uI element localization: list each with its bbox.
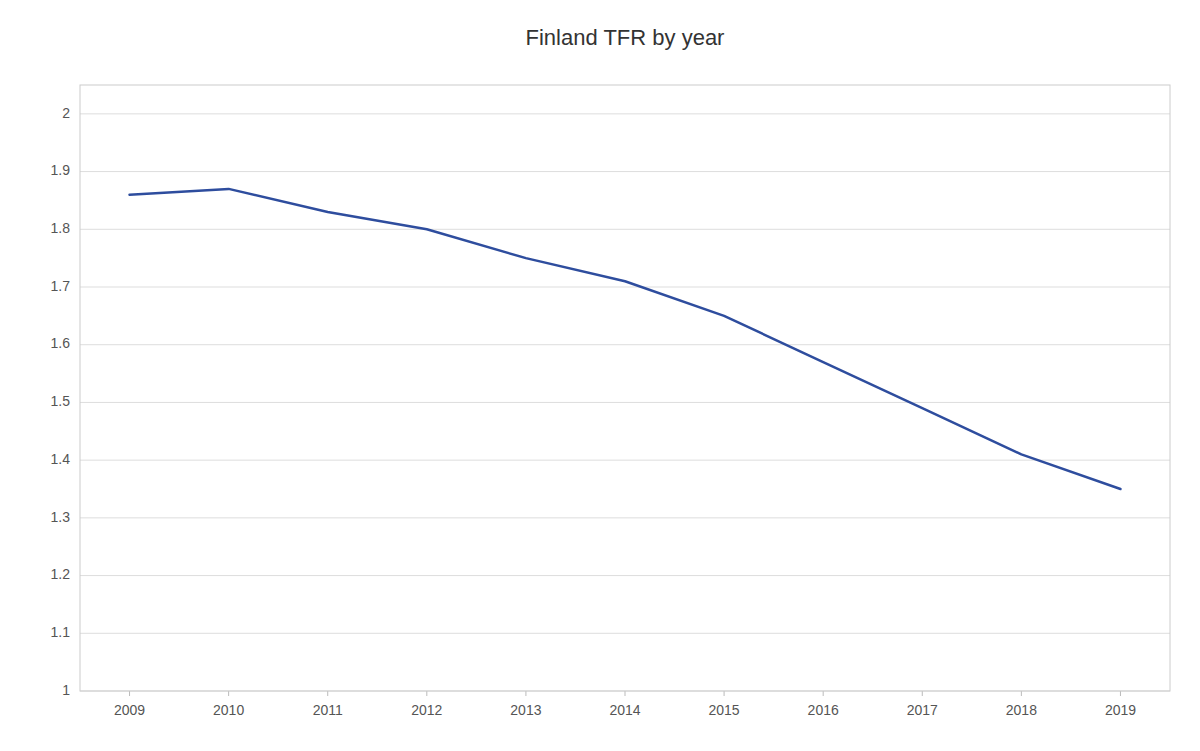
grid-line xyxy=(80,229,1170,230)
grid-line xyxy=(80,113,1170,114)
x-tick xyxy=(1120,691,1121,696)
y-tick-label: 1.3 xyxy=(51,509,71,525)
x-tick-label: 2016 xyxy=(808,702,839,718)
x-tick xyxy=(922,691,923,696)
x-tick-label: 2011 xyxy=(313,702,343,718)
x-tick xyxy=(724,691,725,696)
x-tick-label: 2015 xyxy=(709,702,740,718)
chart-container: Finland TFR by year 1 1.1 1.2 1.3 1.4 1.5 1.6 1.… xyxy=(0,0,1200,751)
x-tick xyxy=(327,691,328,696)
x-tick-label: 2014 xyxy=(609,702,640,718)
x-tick xyxy=(228,691,229,696)
grid-line xyxy=(80,402,1170,403)
y-tick-label: 1.1 xyxy=(51,624,71,640)
y-tick-label: 1.9 xyxy=(51,162,71,178)
x-tick xyxy=(426,691,427,696)
line xyxy=(130,189,1121,489)
grid xyxy=(80,114,1170,691)
grid-line xyxy=(80,633,1170,634)
y-tick-label: 1.4 xyxy=(51,451,71,467)
x-tick-label: 2017 xyxy=(907,702,938,718)
grid-line xyxy=(80,344,1170,345)
y-tick-label: 1.7 xyxy=(51,278,71,294)
y-tick-label: 1.5 xyxy=(51,393,71,409)
y-tick-label: 1.2 xyxy=(51,566,71,582)
title: Finland TFR by year xyxy=(526,25,725,50)
x-tick-label: 2018 xyxy=(1006,702,1037,718)
x-tick xyxy=(525,691,526,696)
y-tick-label: 1.8 xyxy=(51,220,71,236)
grid-line xyxy=(80,460,1170,461)
x-tick xyxy=(625,691,626,696)
y-tick-label: 1.6 xyxy=(51,335,71,351)
x-tick-label: 2013 xyxy=(510,702,541,718)
chart-svg: Finland TFR by year 1 1.1 1.2 1.3 1.4 1.5 1.6 1.… xyxy=(0,0,1200,751)
grid-line xyxy=(80,287,1170,288)
plot-frame xyxy=(80,85,1170,691)
x-tick xyxy=(1021,691,1022,696)
grid-line xyxy=(80,575,1170,576)
y-tick-label: 2 xyxy=(62,105,70,121)
x-tick-label: 2010 xyxy=(213,702,244,718)
x-tick-label: 2009 xyxy=(114,702,145,718)
series-group xyxy=(130,189,1121,489)
x-tick-label: 2012 xyxy=(411,702,442,718)
x-tick xyxy=(823,691,824,696)
grid-line xyxy=(80,517,1170,518)
y-tick-label: 1 xyxy=(62,682,70,698)
x-tick xyxy=(129,691,130,696)
x-tick-label: 2019 xyxy=(1105,702,1136,718)
grid-line xyxy=(80,171,1170,172)
